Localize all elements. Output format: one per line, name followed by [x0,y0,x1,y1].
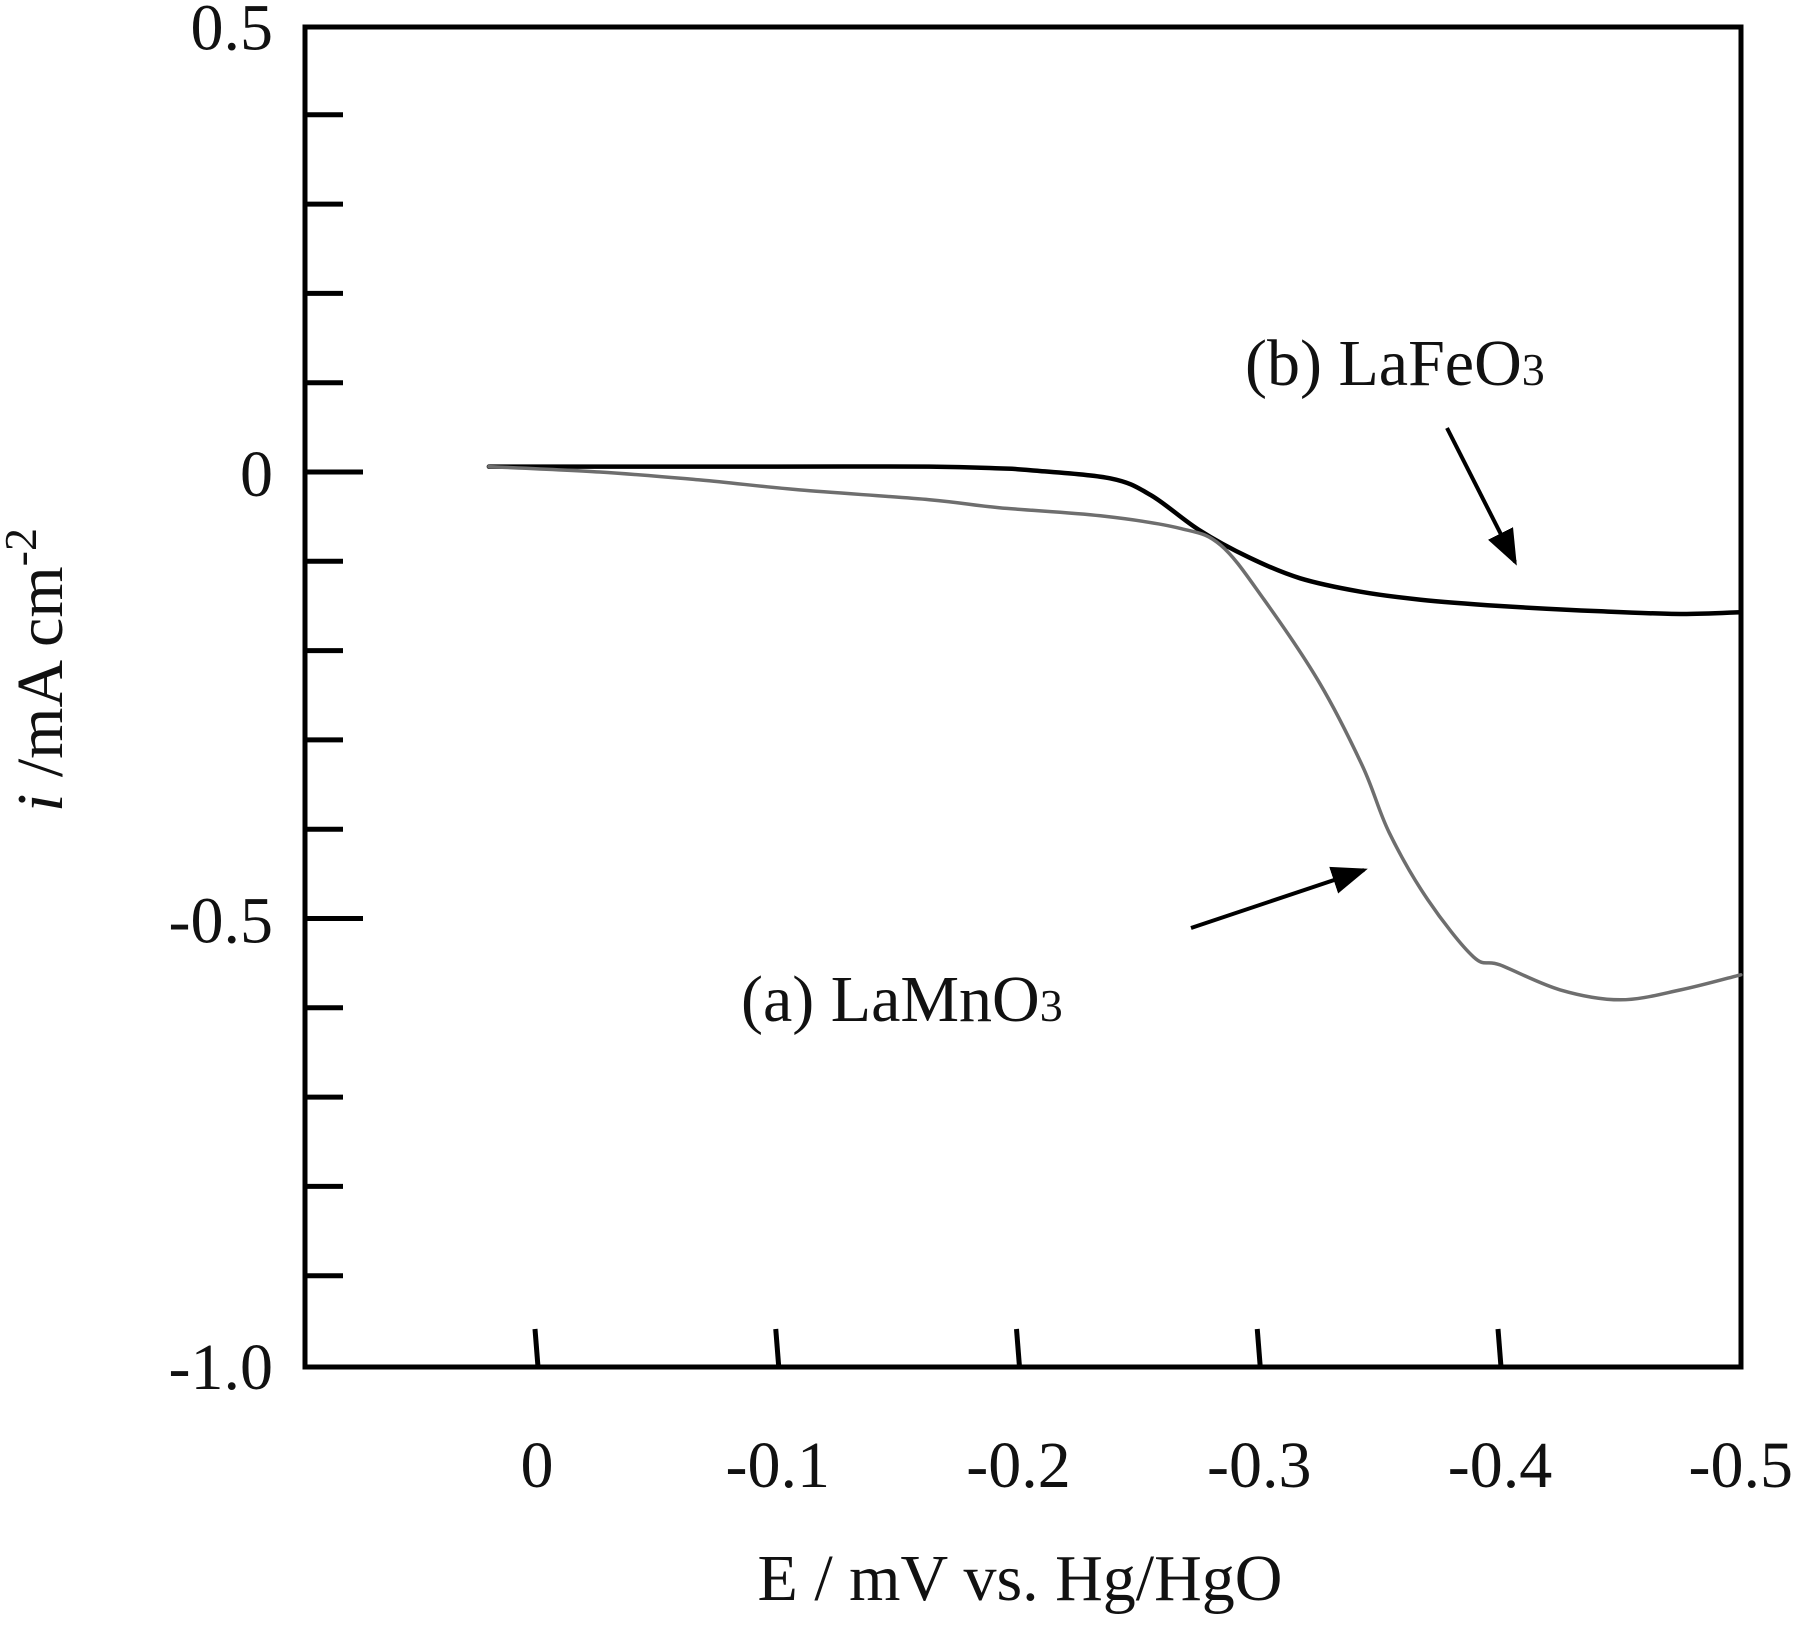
x-axis-tick-labels: 0 -0.1 -0.2 -0.3 -0.4 -0.5 [521,1429,1793,1502]
arrow-lafeo3-icon [1445,427,1517,566]
x-tick-label: 0 [521,1429,554,1502]
x-tick-label: -0.2 [966,1429,1070,1502]
x-axis-ticks [532,1328,1504,1368]
y-tick-label: 0.5 [191,0,274,65]
y-tick-label: -0.5 [169,885,273,958]
x-tick-label: -0.4 [1448,1429,1552,1502]
series-lamno3-line [487,464,1743,1002]
y-axis-label-symbol: i [4,794,77,812]
y-axis-label: i /mA cm-2 [0,528,77,812]
x-tick-label: -0.5 [1689,1429,1793,1502]
y-axis-label-exponent: -2 [0,528,46,566]
y-axis-ticks [305,112,363,1279]
x-axis-label: E / mV vs. Hg/HgO [758,1542,1283,1615]
label-lamno3: (a) LaMnO3 [741,963,1063,1036]
plot-frame [302,24,1744,1370]
label-lafeo3: (b) LaFeO3 [1245,327,1545,400]
x-tick [1254,1328,1263,1368]
arrow-lamno3-icon [1190,866,1368,930]
series-lafeo3-line [486,464,1744,617]
series-annotations: (b) LaFeO3 (a) LaMnO3 [741,327,1545,1036]
y-axis-label-units: /mA cm [4,566,77,793]
x-tick [773,1328,782,1368]
x-tick [1014,1328,1022,1368]
y-tick-label: 0 [240,438,273,511]
x-tick [1495,1328,1504,1368]
x-tick [532,1328,541,1368]
y-axis-tick-labels: 0.5 0 -0.5 -1.0 [169,0,273,1404]
series-layer [486,464,1744,1002]
x-tick-label: -0.1 [726,1429,830,1502]
y-tick-label: -1.0 [169,1331,273,1404]
x-tick-label: -0.3 [1207,1429,1311,1502]
